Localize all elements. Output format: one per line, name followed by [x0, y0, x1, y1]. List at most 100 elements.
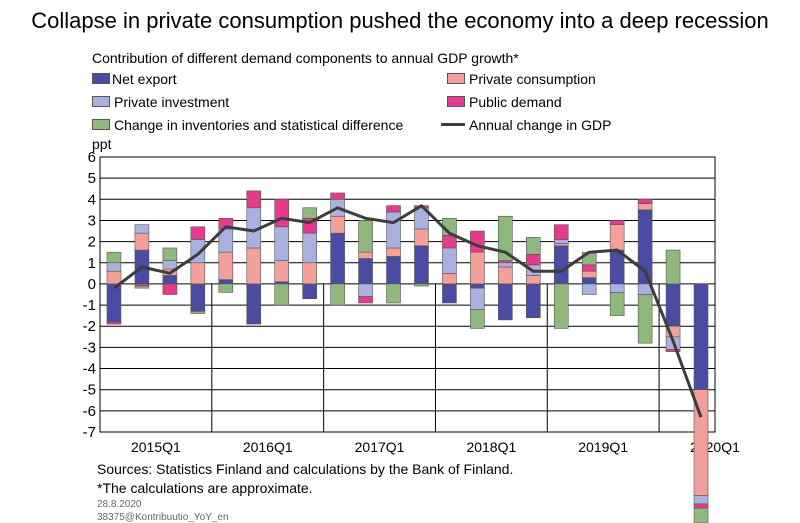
y-tick-label: -7 — [83, 424, 96, 441]
bar-public-demand — [581, 264, 597, 272]
bar-private-consumption — [553, 243, 569, 247]
x-tick-label: 2019Q1 — [578, 439, 628, 455]
x-tick-label: 2017Q1 — [355, 439, 405, 455]
y-tick-label: 5 — [88, 170, 96, 187]
bar-net-export — [693, 283, 709, 390]
bar-private-consumption — [330, 215, 345, 234]
bar-private-investment — [134, 224, 150, 234]
bar-public-demand — [386, 205, 401, 213]
bar-private-consumption — [274, 260, 289, 283]
bar-public-demand — [553, 224, 569, 240]
bar-net-export — [470, 283, 485, 289]
gdp-line — [113, 204, 703, 418]
bar-net-export — [442, 283, 457, 304]
bar-private-investment — [498, 262, 513, 268]
bar-inventories — [162, 247, 178, 261]
bar-inventories — [665, 249, 681, 285]
bar-private-investment — [106, 262, 122, 272]
bar-net-export — [274, 281, 289, 285]
bar-private-consumption — [581, 270, 597, 278]
bar-net-export — [386, 256, 401, 285]
y-tick-label: -4 — [83, 361, 96, 378]
x-tick-label: 2016Q1 — [243, 439, 293, 455]
bar-private-investment — [386, 211, 401, 249]
bar-public-demand — [358, 296, 373, 304]
legend-label-inventories: Change in inventories and statistical di… — [114, 117, 404, 133]
footnote: *The calculations are approximate. — [97, 480, 313, 496]
bar-private-investment — [470, 287, 485, 310]
legend-swatch-private-investment — [92, 96, 110, 107]
bar-private-consumption — [414, 228, 429, 247]
bar-public-demand — [693, 503, 709, 509]
bar-net-export — [358, 258, 373, 285]
bar-public-demand — [134, 283, 150, 287]
bar-net-export — [330, 232, 345, 285]
bar-private-consumption — [470, 251, 485, 285]
bar-private-investment — [358, 283, 373, 297]
bar-private-consumption — [106, 270, 122, 285]
bar-net-export — [162, 275, 178, 285]
bar-inventories — [414, 283, 429, 287]
legend-swatch-inventories — [92, 119, 110, 130]
x-tick-label: 2015Q1 — [131, 439, 181, 455]
bar-net-export — [302, 283, 317, 300]
bar-private-investment — [693, 495, 709, 505]
y-tick-label: -1 — [83, 297, 96, 314]
bar-net-export — [106, 283, 122, 323]
bar-private-consumption — [637, 203, 653, 211]
bar-inventories — [526, 237, 541, 255]
y-axis-unit: ppt — [92, 136, 112, 152]
bar-private-investment — [553, 239, 569, 245]
bar-private-consumption — [609, 224, 625, 251]
legend-swatch-private-consumption — [447, 73, 465, 84]
bar-private-investment — [302, 232, 317, 264]
bar-public-demand — [665, 349, 681, 352]
bar-private-consumption — [498, 266, 513, 285]
sources-note: Sources: Statistics Finland and calculat… — [97, 461, 514, 477]
bar-net-export — [498, 283, 513, 321]
bar-public-demand — [218, 218, 234, 230]
bar-private-consumption — [386, 247, 401, 257]
bar-inventories — [190, 311, 206, 314]
bar-net-export — [190, 283, 206, 312]
bar-public-demand — [442, 234, 457, 249]
bar-public-demand — [162, 283, 178, 295]
chart-code: 38375@Kontribuutio_YoY_en — [97, 512, 229, 523]
bar-inventories — [609, 292, 625, 316]
plot-frame — [99, 156, 716, 433]
bar-public-demand — [526, 254, 541, 266]
bar-public-demand — [246, 190, 262, 209]
legend-label-net-export: Net export — [112, 71, 177, 87]
y-tick-label: 6 — [88, 149, 96, 166]
legend-label-public-demand: Public demand — [469, 94, 562, 110]
bar-public-demand — [330, 192, 345, 200]
y-tick-label: -5 — [83, 382, 96, 399]
bar-private-consumption — [218, 251, 234, 280]
bar-inventories — [106, 251, 122, 264]
legend-line-gdp — [441, 123, 465, 126]
bar-net-export — [553, 245, 569, 285]
bar-net-export — [414, 245, 429, 285]
bar-net-export — [526, 283, 541, 319]
bar-private-investment — [442, 247, 457, 274]
bar-public-demand — [637, 199, 653, 204]
bar-inventories — [637, 294, 653, 344]
bar-inventories — [134, 285, 150, 289]
bar-inventories — [693, 507, 709, 523]
bar-private-consumption — [526, 275, 541, 285]
y-tick-label: -3 — [83, 339, 96, 356]
legend-label-gdp: Annual change in GDP — [469, 117, 612, 133]
y-tick-label: 2 — [88, 234, 96, 251]
legend-label-private-consumption: Private consumption — [469, 71, 596, 87]
bar-private-consumption — [246, 247, 262, 285]
bar-inventories — [553, 283, 569, 329]
y-tick-label: -2 — [83, 318, 96, 335]
bar-inventories — [386, 283, 401, 304]
bar-net-export — [665, 283, 681, 327]
date-stamp: 28.8.2020 — [97, 499, 142, 510]
bar-private-consumption — [190, 262, 206, 285]
y-tick-label: -6 — [83, 403, 96, 420]
chart-title: Collapse in private consumption pushed t… — [31, 8, 769, 33]
bar-net-export — [246, 283, 262, 325]
